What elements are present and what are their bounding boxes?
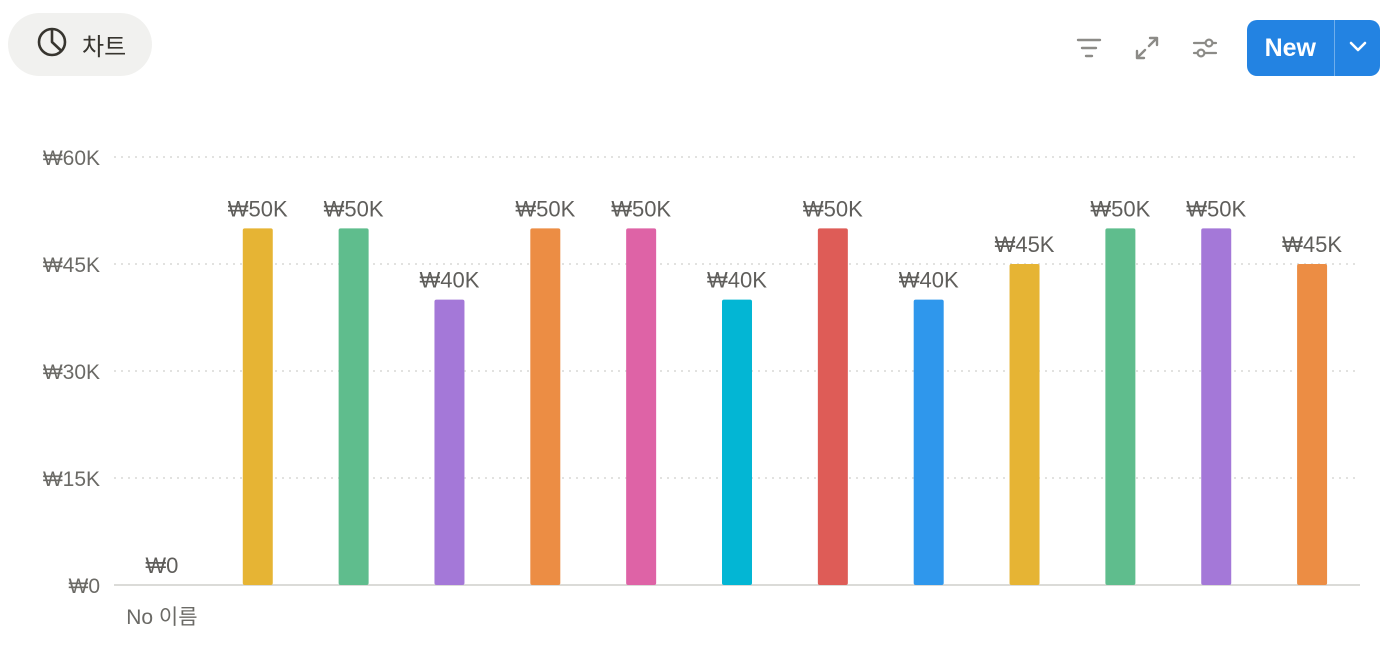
settings-sliders-icon[interactable] [1189,32,1221,64]
data-label: ₩40K [899,268,959,293]
y-tick-label: ₩60K [43,147,100,170]
view-tab-label: 차트 [82,34,127,61]
data-label: ₩40K [707,268,767,293]
data-label: ₩50K [324,196,384,221]
bar [1105,228,1136,586]
bar [913,299,944,585]
data-label: ₩50K [1186,196,1246,221]
data-label: ₩50K [1090,196,1150,221]
y-tick-label: ₩45K [43,254,100,277]
bar [817,228,848,586]
expand-icon[interactable] [1131,32,1163,64]
bar [722,299,752,585]
chevron-down-icon [1347,35,1369,62]
bar [626,228,657,586]
data-label: ₩50K [803,196,863,221]
x-tick-label: No 이름 [126,606,197,629]
new-button[interactable]: New [1264,33,1316,62]
view-tab-chart[interactable]: 차트 [8,13,153,76]
new-button-group: New [1246,20,1380,76]
bar [1201,228,1232,586]
data-label: ₩45K [1282,232,1342,257]
pie-chart-icon [36,26,68,63]
bar [1297,264,1328,585]
y-tick-label: ₩30K [43,361,100,384]
y-tick-label: ₩15K [43,468,100,491]
bar [338,228,369,586]
data-label: ₩0 [145,553,178,578]
data-label: ₩50K [228,196,288,221]
bar [434,299,465,585]
data-label: ₩50K [515,196,575,221]
data-label: ₩40K [420,268,480,293]
bar [1009,264,1040,585]
y-tick-label: ₩0 [69,575,101,598]
bar [242,228,273,586]
filter-icon[interactable] [1073,32,1105,64]
data-label: ₩45K [995,232,1055,257]
data-label: ₩50K [611,196,671,221]
new-dropdown-button[interactable] [1335,20,1380,76]
bar [530,228,561,586]
new-button-divider [1334,20,1335,76]
toolbar: New [1073,20,1380,76]
